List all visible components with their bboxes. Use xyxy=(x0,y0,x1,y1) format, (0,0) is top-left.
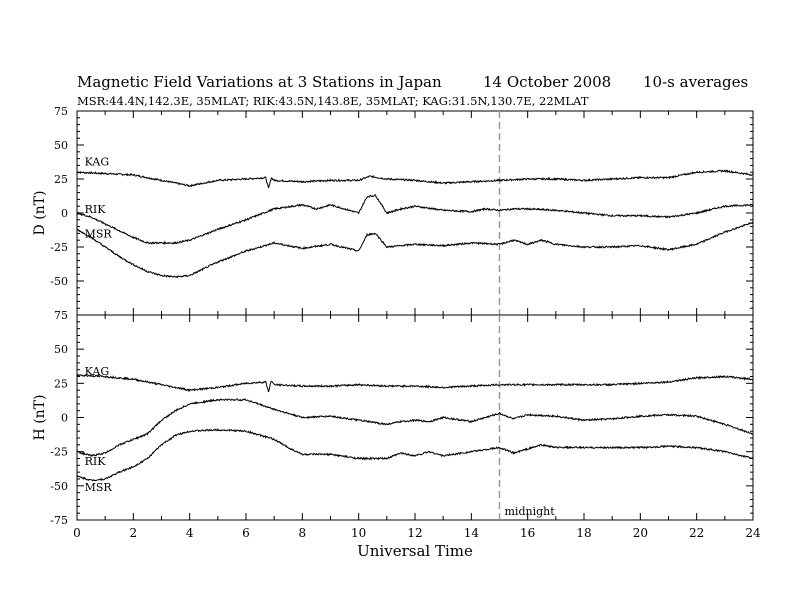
y-tick-label: -50 xyxy=(50,480,68,493)
y-tick-label: -75 xyxy=(50,514,68,527)
y-tick-label: 25 xyxy=(54,377,68,390)
x-axis-label: Universal Time xyxy=(357,542,473,560)
x-tick-label: 0 xyxy=(73,526,81,540)
x-tick-label: 2 xyxy=(130,526,138,540)
series-label-kag: KAG xyxy=(85,155,110,168)
y-tick-label: 0 xyxy=(61,412,68,425)
chart-title: Magnetic Field Variations at 3 Stations … xyxy=(77,73,442,91)
series-line-kag xyxy=(76,373,754,393)
y-tick-label: 75 xyxy=(54,309,68,322)
series-line-rik xyxy=(76,194,754,246)
series-label-kag: KAG xyxy=(85,365,110,378)
series-line-rik xyxy=(76,398,754,458)
y-axis-label: D (nT) xyxy=(32,191,48,236)
series-label-msr: MSR xyxy=(85,481,113,494)
y-axis-label: H (nT) xyxy=(32,395,48,441)
plot-frame-H xyxy=(76,314,754,521)
chart-averaging: 10-s averages xyxy=(643,73,749,91)
x-tick-label: 18 xyxy=(576,526,591,540)
chart-date: 14 October 2008 xyxy=(483,73,612,91)
x-tick-label: 10 xyxy=(351,526,366,540)
y-tick-label: 75 xyxy=(54,105,68,118)
series-line-msr xyxy=(76,221,754,279)
x-tick-label: 8 xyxy=(299,526,307,540)
y-tick-label: 0 xyxy=(61,207,68,220)
station-info: MSR:44.4N,142.3E, 35MLAT; RIK:43.5N,143.… xyxy=(77,94,589,108)
series-label-msr: MSR xyxy=(85,227,113,240)
x-tick-label: 24 xyxy=(745,526,761,540)
y-tick-label: 50 xyxy=(54,139,68,152)
x-tick-label: 4 xyxy=(186,526,194,540)
y-tick-label: -25 xyxy=(50,446,68,459)
y-tick-label: -50 xyxy=(50,275,68,288)
x-tick-label: 20 xyxy=(633,526,648,540)
y-tick-label: -25 xyxy=(50,241,68,254)
series-label-rik: RIK xyxy=(85,203,107,216)
midnight-label: midnight xyxy=(505,505,556,518)
x-tick-label: 6 xyxy=(242,526,250,540)
x-tick-label: 12 xyxy=(407,526,422,540)
x-tick-label: 22 xyxy=(689,526,704,540)
series-line-msr xyxy=(76,428,754,482)
x-tick-label: 14 xyxy=(464,526,480,540)
plot-frame-D xyxy=(76,110,754,316)
series-line-kag xyxy=(76,169,754,189)
series-label-rik: RIK xyxy=(85,455,107,468)
y-tick-label: 50 xyxy=(54,343,68,356)
x-tick-label: 16 xyxy=(520,526,535,540)
y-tick-label: 25 xyxy=(54,173,68,186)
